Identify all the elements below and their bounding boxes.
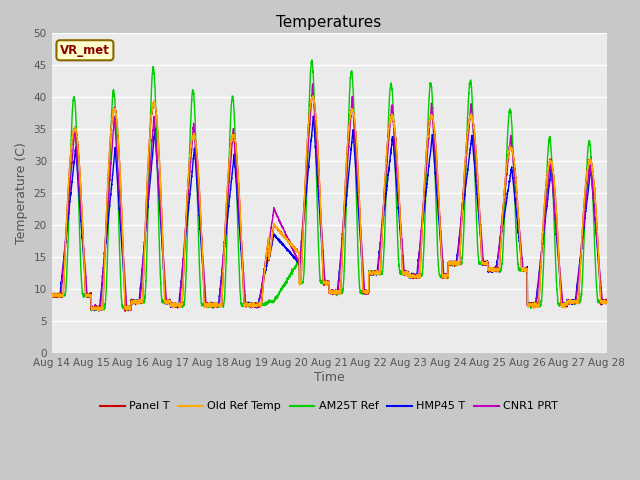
Text: VR_met: VR_met	[60, 44, 110, 57]
X-axis label: Time: Time	[314, 371, 344, 384]
Y-axis label: Temperature (C): Temperature (C)	[15, 142, 28, 244]
Title: Temperatures: Temperatures	[276, 15, 381, 30]
Legend: Panel T, Old Ref Temp, AM25T Ref, HMP45 T, CNR1 PRT: Panel T, Old Ref Temp, AM25T Ref, HMP45 …	[95, 397, 563, 416]
